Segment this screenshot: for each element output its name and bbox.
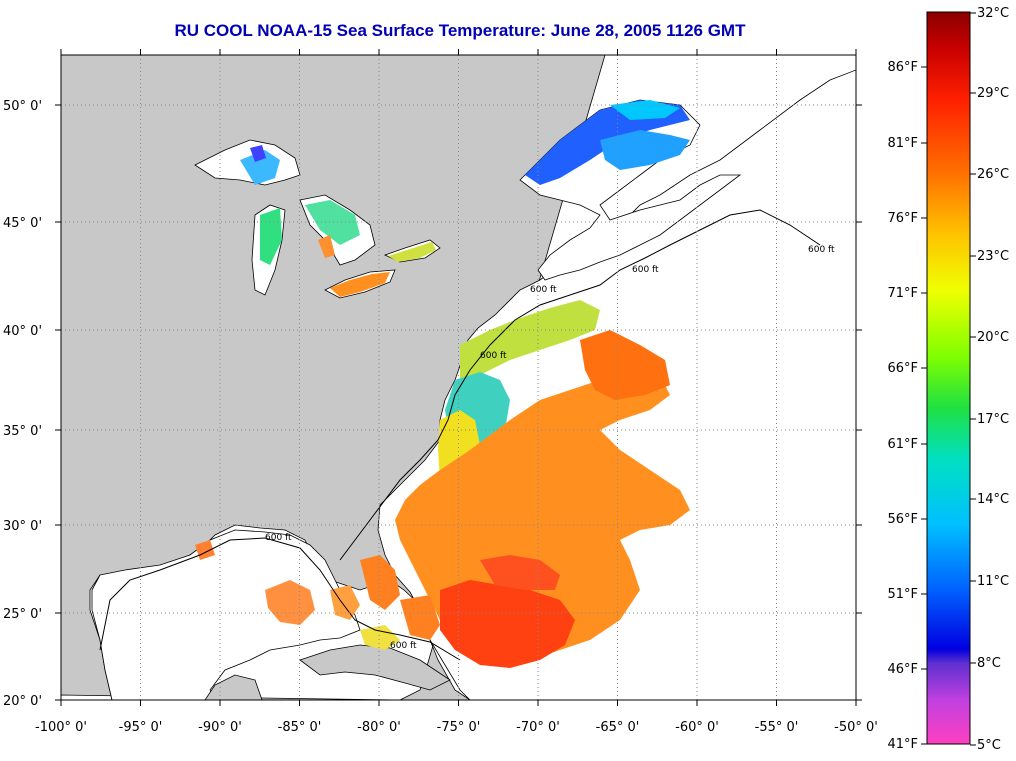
celsius-label: 11°C bbox=[977, 574, 1009, 589]
celsius-label: 5°C bbox=[977, 738, 1001, 753]
lon-label: -90° 0' bbox=[198, 720, 242, 735]
colorbar-fahrenheit-labels: 86°F 81°F 76°F 71°F 66°F 61°F 56°F 51°F 46°F 41°F bbox=[887, 60, 927, 752]
lat-label: 25° 0' bbox=[3, 607, 42, 622]
contour-label-4: 600 ft bbox=[632, 265, 659, 275]
map-title: RU COOL NOAA-15 Sea Surface Temperature:… bbox=[174, 21, 746, 40]
lon-label: -65° 0' bbox=[596, 720, 640, 735]
lon-label: -50° 0' bbox=[834, 720, 878, 735]
contour-label-3: 600 ft bbox=[530, 285, 557, 295]
map-gridlines bbox=[61, 55, 856, 700]
fahrenheit-label: 41°F bbox=[887, 737, 918, 752]
cuba bbox=[299, 644, 451, 691]
lat-label: 40° 0' bbox=[3, 324, 42, 339]
contour-label-1: 600 ft bbox=[265, 533, 292, 543]
yucatan bbox=[204, 674, 263, 700]
sst-data-layer bbox=[195, 100, 690, 668]
celsius-label: 23°C bbox=[977, 249, 1009, 264]
latitude-labels: 20° 0' 25° 0' 30° 0' 35° 0' 40° 0' 45° 0' 50° … bbox=[3, 99, 42, 709]
colorbar bbox=[926, 11, 971, 745]
celsius-label: 26°C bbox=[977, 167, 1009, 182]
celsius-label: 8°C bbox=[977, 656, 1001, 671]
gulf-of-mexico bbox=[91, 529, 361, 700]
contour-label-5: 600 ft bbox=[808, 245, 835, 255]
celsius-label: 14°C bbox=[977, 492, 1009, 507]
celsius-label: 29°C bbox=[977, 86, 1009, 101]
axis-ticks bbox=[55, 49, 862, 706]
fahrenheit-label: 51°F bbox=[887, 587, 918, 602]
fahrenheit-label: 66°F bbox=[887, 361, 918, 376]
fahrenheit-label: 71°F bbox=[887, 286, 918, 301]
fahrenheit-label: 56°F bbox=[887, 512, 918, 527]
longitude-labels: -100° 0' -95° 0' -90° 0' -85° 0' -80° 0' -75°… bbox=[35, 720, 878, 735]
celsius-label: 17°C bbox=[977, 412, 1009, 427]
fahrenheit-label: 46°F bbox=[887, 662, 918, 677]
lat-label: 50° 0' bbox=[3, 99, 42, 114]
colorbar-celsius-labels: 32°C 29°C 26°C 23°C 20°C 17°C 14°C 11°C 8°C 5°C bbox=[970, 6, 1009, 753]
contour-label-6: 600 ft bbox=[390, 641, 417, 651]
lat-label: 45° 0' bbox=[3, 216, 42, 231]
fahrenheit-label: 86°F bbox=[887, 60, 918, 75]
lon-label: -100° 0' bbox=[35, 720, 87, 735]
lon-label: -80° 0' bbox=[357, 720, 401, 735]
contour-label-2: 600 ft bbox=[480, 351, 507, 361]
lon-label: -75° 0' bbox=[437, 720, 481, 735]
lon-label: -60° 0' bbox=[675, 720, 719, 735]
lon-label: -70° 0' bbox=[516, 720, 560, 735]
fahrenheit-label: 76°F bbox=[887, 211, 918, 226]
celsius-label: 20°C bbox=[977, 330, 1009, 345]
lat-label: 30° 0' bbox=[3, 519, 42, 534]
lat-label: 35° 0' bbox=[3, 424, 42, 439]
celsius-label: 32°C bbox=[977, 6, 1009, 21]
lon-label: -85° 0' bbox=[278, 720, 322, 735]
lat-label: 20° 0' bbox=[3, 694, 42, 709]
fahrenheit-label: 81°F bbox=[887, 136, 918, 151]
lon-label: -95° 0' bbox=[119, 720, 163, 735]
fahrenheit-label: 61°F bbox=[887, 437, 918, 452]
lon-label: -55° 0' bbox=[755, 720, 799, 735]
